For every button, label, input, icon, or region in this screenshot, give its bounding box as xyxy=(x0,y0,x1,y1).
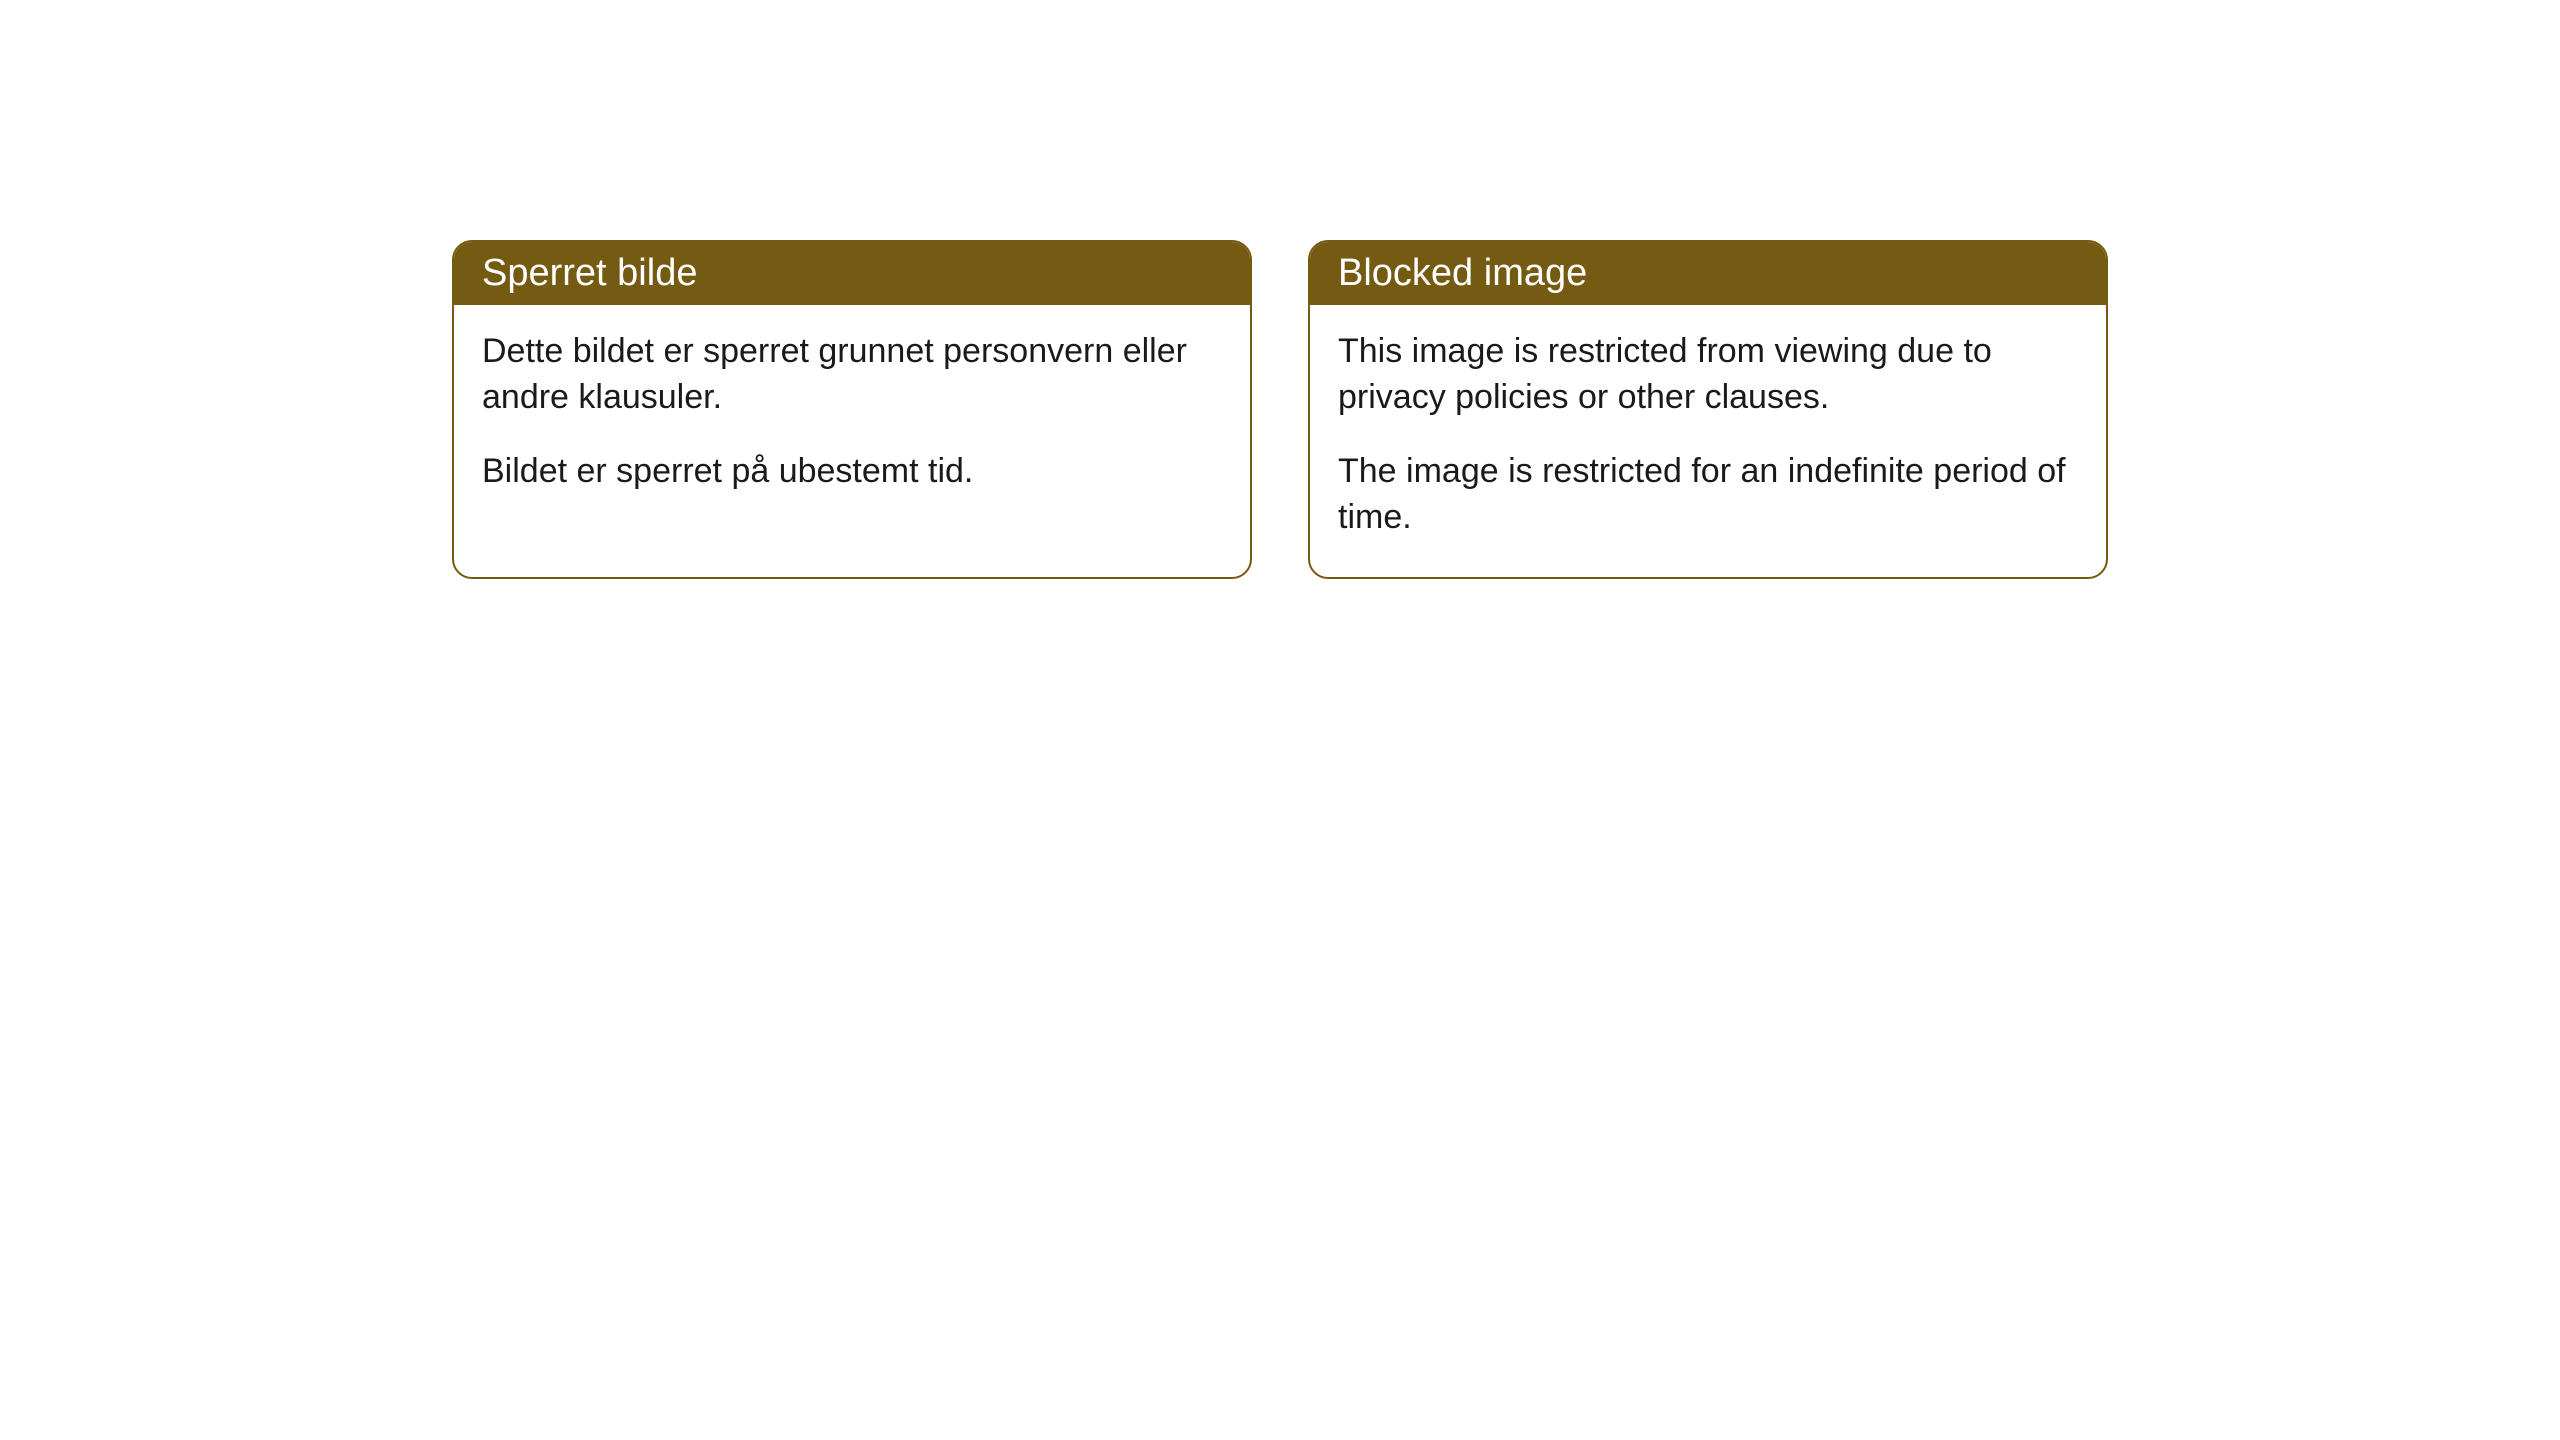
card-title: Blocked image xyxy=(1338,252,1587,294)
notice-cards-container: Sperret bilde Dette bildet er sperret gr… xyxy=(452,240,2108,579)
card-paragraph: Bildet er sperret på ubestemt tid. xyxy=(482,449,1222,495)
card-paragraph: Dette bildet er sperret grunnet personve… xyxy=(482,329,1222,421)
notice-card-english: Blocked image This image is restricted f… xyxy=(1308,240,2108,579)
card-body: Dette bildet er sperret grunnet personve… xyxy=(454,305,1250,531)
card-header: Blocked image xyxy=(1310,242,2106,305)
card-paragraph: The image is restricted for an indefinit… xyxy=(1338,449,2078,541)
card-title: Sperret bilde xyxy=(482,252,697,294)
card-header: Sperret bilde xyxy=(454,242,1250,305)
card-paragraph: This image is restricted from viewing du… xyxy=(1338,329,2078,421)
card-body: This image is restricted from viewing du… xyxy=(1310,305,2106,577)
notice-card-norwegian: Sperret bilde Dette bildet er sperret gr… xyxy=(452,240,1252,579)
